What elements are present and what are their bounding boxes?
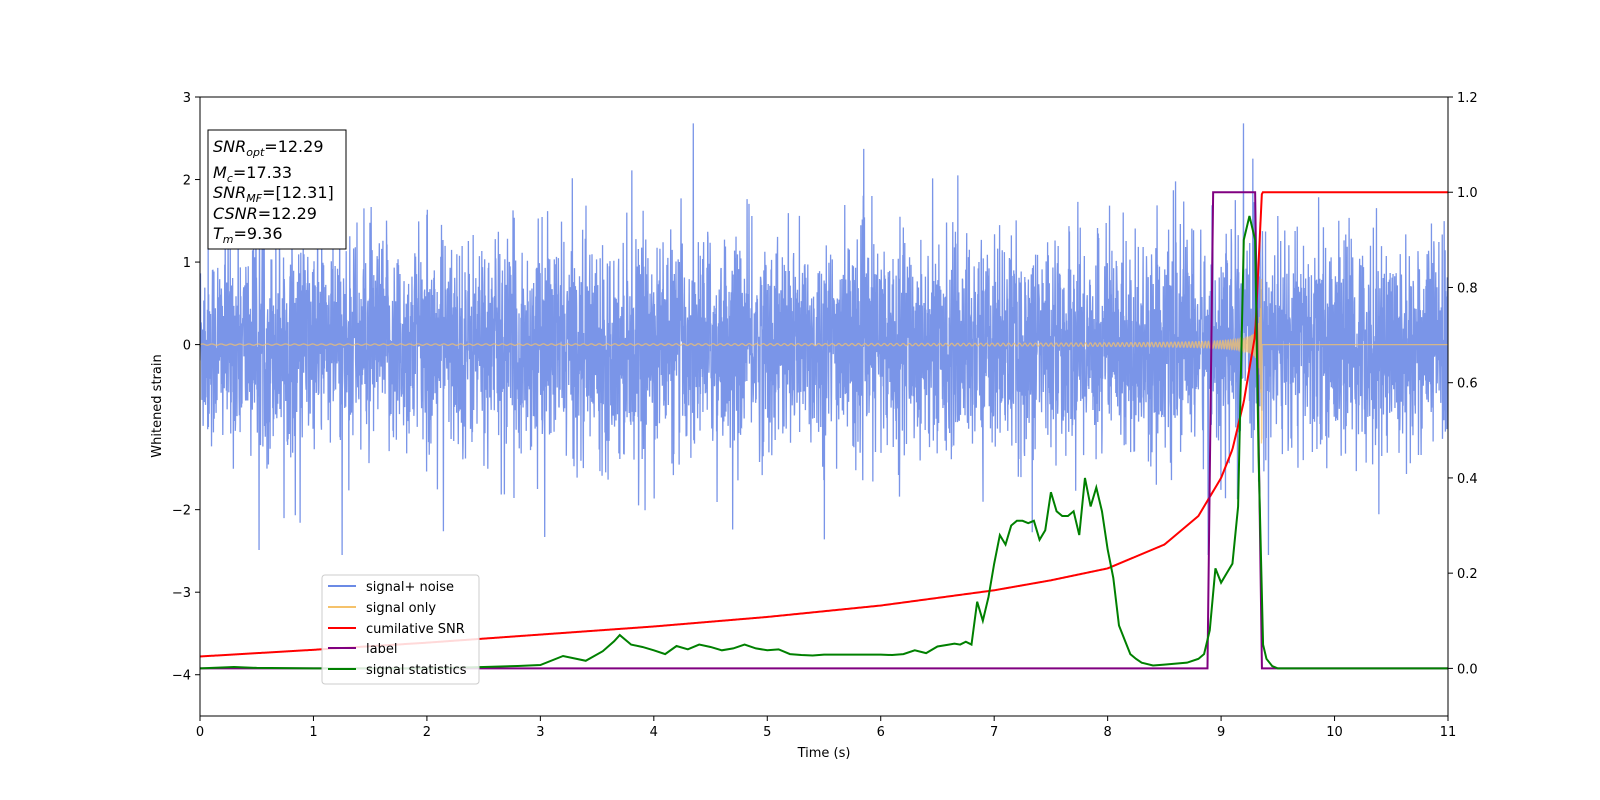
- y2-tick-label-1: 1.0: [1457, 186, 1478, 201]
- x-axis-label: Time (s): [797, 746, 851, 761]
- y2-tick-label-5: 0.2: [1457, 567, 1478, 582]
- y-tick-label-3: 0: [183, 339, 191, 354]
- legend-frame: [321, 574, 480, 685]
- series-signal-statistics: [200, 215, 1448, 670]
- y-tick-label-6: −4: [172, 669, 191, 684]
- annotation-snr-opt: SNRopt=12.29: [213, 137, 324, 159]
- x-tick-label-2: 2: [423, 725, 431, 740]
- x-tick-label-9: 9: [1217, 725, 1225, 740]
- y-tick-label-0: 3: [183, 91, 191, 106]
- y2-tick-label-3: 0.6: [1457, 377, 1478, 392]
- ticks-layer: 0 1 2 3 4 5 6 7 8 9 10 113210−2−3−41.21.00.80.60.40…: [172, 91, 1478, 740]
- x-tick-label-10: 10: [1326, 725, 1343, 740]
- x-tick-label-4: 4: [650, 725, 658, 740]
- x-tick-label-8: 8: [1103, 725, 1111, 740]
- annotation-box: SNRopt=12.29 Mc=17.33 SNRMF=[12.31] CSNR…: [207, 129, 347, 250]
- annotation-tm: Tm=9.36: [213, 224, 283, 246]
- x-tick-label-0: 0: [196, 725, 204, 740]
- y-tick-label-1: 2: [183, 174, 191, 189]
- x-tick-label-7: 7: [990, 725, 998, 740]
- y2-tick-label-4: 0.4: [1457, 472, 1478, 487]
- y2-tick-label-6: 0.0: [1457, 662, 1478, 677]
- annotation-frame: [207, 129, 347, 250]
- x-tick-label-1: 1: [309, 725, 317, 740]
- y-tick-label-2: 1: [183, 256, 191, 271]
- plot-frame: [199, 96, 1449, 717]
- series-signal-only: [200, 278, 1448, 444]
- x-tick-label-11: 11: [1440, 725, 1457, 740]
- legend-label-signal-noise: signal+ noise: [366, 580, 454, 595]
- x-tick-label-6: 6: [877, 725, 885, 740]
- x-tick-label-3: 3: [536, 725, 544, 740]
- annotation-mc: Mc=17.33: [213, 163, 292, 185]
- x-tick-label-5: 5: [763, 725, 771, 740]
- legend-label-cumulative-snr: cumilative SNR: [366, 622, 465, 637]
- annotation-csnr: CSNR=12.29: [213, 204, 317, 223]
- legend-label-signal-only: signal only: [366, 601, 436, 616]
- y2-tick-label-0: 1.2: [1457, 91, 1478, 106]
- y2-tick-label-2: 0.8: [1457, 281, 1478, 296]
- legend-label-label: label: [366, 642, 397, 657]
- y-axis-label: Whitened strain: [150, 354, 165, 457]
- annotation-snr-mf: SNRMF=[12.31]: [213, 183, 334, 205]
- legend-label-signal-statistics: signal statistics: [366, 663, 467, 678]
- legend: signal+ noise signal only cumilative SNR…: [321, 574, 480, 685]
- y-tick-label-5: −3: [172, 586, 191, 601]
- y-tick-label-4: −2: [172, 504, 191, 519]
